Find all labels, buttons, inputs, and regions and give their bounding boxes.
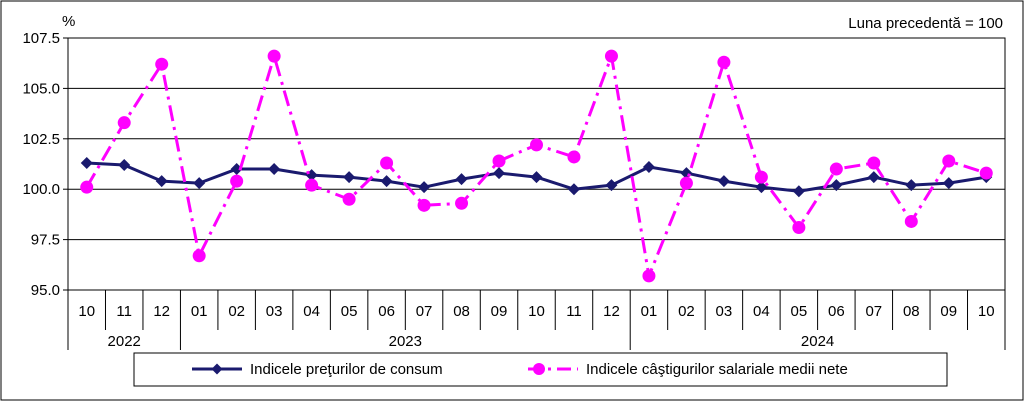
x-tick-label: 06 bbox=[828, 303, 845, 320]
series-1-point bbox=[193, 177, 206, 190]
series-2-point bbox=[642, 269, 656, 283]
series-1-point bbox=[343, 171, 356, 184]
series-2-point bbox=[380, 156, 394, 170]
series-2-point bbox=[417, 198, 431, 212]
legend: Indicele preţurilor de consum Indicele câ… bbox=[133, 352, 948, 387]
series-1-point bbox=[118, 159, 131, 172]
legend-marker-1 bbox=[211, 363, 223, 375]
x-tick-label: 12 bbox=[153, 303, 170, 320]
series-1-point bbox=[605, 179, 618, 192]
x-tick-label: 12 bbox=[603, 303, 620, 320]
x-tick-label: 09 bbox=[491, 303, 508, 320]
series-2-point bbox=[80, 180, 94, 194]
y-tick-label: 100.0 bbox=[22, 181, 60, 198]
series-2-point bbox=[829, 162, 843, 176]
series-2-point bbox=[754, 170, 768, 184]
x-tick-label: 02 bbox=[678, 303, 695, 320]
series-2-point bbox=[117, 116, 131, 130]
series-2-point bbox=[979, 166, 993, 180]
x-tick-label: 03 bbox=[266, 303, 283, 320]
series-1-point bbox=[80, 156, 93, 169]
series-1-point bbox=[792, 185, 805, 198]
y-tick-label: 105.0 bbox=[22, 80, 60, 97]
series-2-point bbox=[567, 150, 581, 164]
series-2-point bbox=[305, 178, 319, 192]
legend-marker-2 bbox=[533, 363, 545, 375]
x-tick-label: 08 bbox=[453, 303, 470, 320]
legend-label-2: Indicele câştigurilor salariale medii ne… bbox=[586, 361, 848, 378]
x-tick-label: 05 bbox=[341, 303, 358, 320]
year-label: 2022 bbox=[108, 333, 141, 350]
y-tick-label: 107.5 bbox=[22, 30, 60, 47]
series-2-point bbox=[192, 249, 206, 263]
series-1-point bbox=[567, 183, 580, 196]
series-2-point bbox=[904, 214, 918, 228]
x-tick-label: 07 bbox=[865, 303, 882, 320]
series-layer bbox=[80, 49, 993, 283]
series-2-point bbox=[942, 154, 956, 168]
x-tick-label: 02 bbox=[228, 303, 245, 320]
series-1-point bbox=[755, 181, 768, 194]
x-tick-label: 04 bbox=[753, 303, 770, 320]
x-tick-label: 11 bbox=[566, 303, 582, 320]
x-tick-label: 07 bbox=[416, 303, 433, 320]
gridlines bbox=[67, 37, 1006, 291]
x-tick-label: 01 bbox=[191, 303, 208, 320]
x-tick-label: 10 bbox=[978, 303, 995, 320]
series-2-point bbox=[792, 221, 806, 235]
series-2-point bbox=[342, 192, 356, 206]
y-tick-label: 102.5 bbox=[22, 131, 60, 148]
series-1-point bbox=[493, 167, 506, 180]
series-1-point bbox=[155, 175, 168, 188]
series-2-point bbox=[267, 49, 281, 63]
series-2-point bbox=[867, 156, 881, 170]
series-1-point bbox=[867, 171, 880, 184]
series-1-point bbox=[642, 161, 655, 174]
x-tick-label: 05 bbox=[791, 303, 808, 320]
y-tick-label: 97.5 bbox=[31, 232, 60, 249]
x-tick-label: 11 bbox=[116, 303, 132, 320]
chart-note: Luna precedentă = 100 bbox=[848, 15, 1003, 32]
series-2-point bbox=[604, 49, 618, 63]
x-tick-label: 01 bbox=[641, 303, 658, 320]
series-2-point bbox=[679, 176, 693, 190]
series-1-point bbox=[530, 171, 543, 184]
series-1-point bbox=[268, 163, 281, 176]
series-1-point bbox=[942, 177, 955, 190]
x-tick-label: 04 bbox=[303, 303, 320, 320]
legend-label-1: Indicele preţurilor de consum bbox=[250, 361, 443, 378]
series-1-point bbox=[905, 179, 918, 192]
x-axis: 10 11 12 01 02 03 04 05 06 07 08 09 10 11 12 01 02 03 04 05… bbox=[67, 290, 1006, 350]
y-axis: 95.0 97.5 100.0 102.5 105.0 107.5 bbox=[22, 30, 68, 299]
series-2-point bbox=[717, 55, 731, 69]
series-2-point bbox=[455, 196, 469, 210]
x-tick-label: 06 bbox=[378, 303, 395, 320]
series-2-point bbox=[155, 57, 169, 71]
y-axis-unit-label: % bbox=[62, 13, 75, 30]
series-1-point bbox=[380, 175, 393, 188]
year-label: 2023 bbox=[389, 333, 422, 350]
series-1-point bbox=[418, 181, 431, 194]
series-2-point bbox=[530, 138, 543, 152]
series-2-point bbox=[230, 174, 244, 188]
x-tick-label: 10 bbox=[528, 303, 545, 320]
series-2-point bbox=[492, 154, 506, 168]
x-tick-label: 09 bbox=[940, 303, 957, 320]
y-tick-label: 95.0 bbox=[31, 282, 60, 299]
series-1-point bbox=[830, 179, 843, 192]
x-tick-label: 10 bbox=[78, 303, 95, 320]
series-1-point bbox=[455, 173, 468, 186]
series-1-point bbox=[717, 175, 730, 188]
x-tick-label: 03 bbox=[716, 303, 733, 320]
year-label: 2024 bbox=[801, 333, 834, 350]
x-tick-label: 08 bbox=[903, 303, 920, 320]
